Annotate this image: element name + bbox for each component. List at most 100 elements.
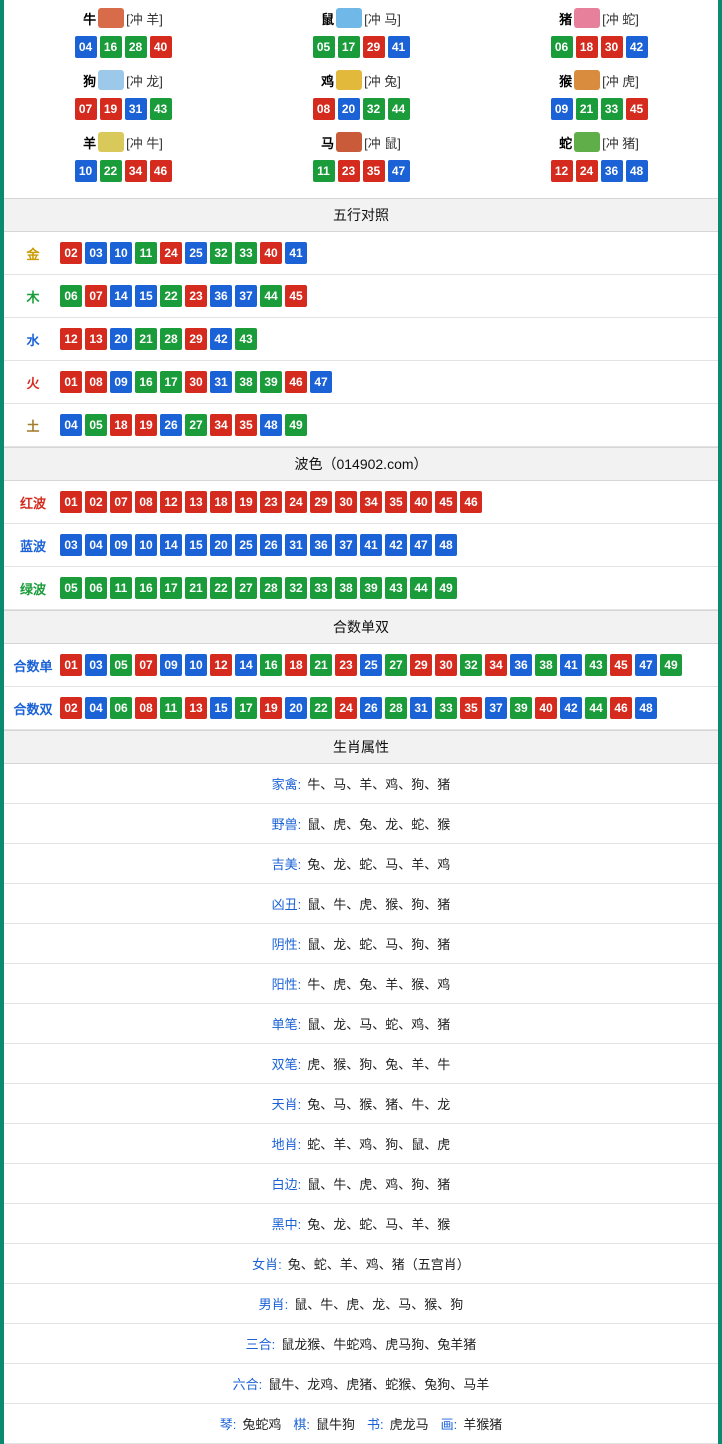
number-ball: 19 — [260, 697, 282, 719]
attribute-row: 六合:鼠牛、龙鸡、虎猪、蛇猴、兔狗、马羊 — [4, 1364, 718, 1404]
number-ball: 33 — [601, 98, 623, 120]
zodiac-cell: 羊[冲 牛] 10223446 — [4, 128, 242, 190]
zodiac-icon — [574, 132, 600, 152]
number-ball: 42 — [560, 697, 582, 719]
number-ball: 05 — [110, 654, 132, 676]
number-ball: 47 — [410, 534, 432, 556]
row-label: 蓝波 — [12, 536, 60, 555]
number-ball: 28 — [160, 328, 182, 350]
number-ball: 43 — [585, 654, 607, 676]
row-label: 红波 — [12, 493, 60, 512]
number-ball: 17 — [338, 36, 360, 58]
number-ball: 03 — [60, 534, 82, 556]
number-ball: 49 — [285, 414, 307, 436]
row-label: 木 — [12, 287, 60, 306]
attribute-label: 天肖: — [272, 1097, 302, 1112]
zodiac-grid: 牛[冲 羊]04162840鼠[冲 马]05172941猪[冲 蛇]061830… — [4, 0, 718, 198]
attribute-label: 地肖: — [272, 1137, 302, 1152]
number-ball: 24 — [160, 242, 182, 264]
number-ball: 27 — [235, 577, 257, 599]
number-ball: 47 — [635, 654, 657, 676]
number-ball: 38 — [535, 654, 557, 676]
section-header-heshu: 合数单双 — [4, 610, 718, 644]
number-ball: 07 — [75, 98, 97, 120]
row-label: 金 — [12, 244, 60, 263]
attribute-row: 黑中:兔、龙、蛇、马、羊、猴 — [4, 1204, 718, 1244]
attribute-value: 鼠、龙、蛇、马、狗、猪 — [307, 937, 450, 952]
number-ball: 15 — [135, 285, 157, 307]
attribute-value: 鼠、牛、虎、龙、马、猴、狗 — [294, 1297, 463, 1312]
table-row: 合数单0103050709101214161821232527293032343… — [4, 644, 718, 687]
attribute-value: 虎、猴、狗、兔、羊、牛 — [307, 1057, 450, 1072]
number-ball: 09 — [160, 654, 182, 676]
number-ball: 13 — [185, 697, 207, 719]
zodiac-name: 鼠 — [321, 9, 334, 28]
number-ball: 32 — [460, 654, 482, 676]
number-ball: 01 — [60, 371, 82, 393]
attribute-value: 鼠牛、龙鸡、虎猪、蛇猴、兔狗、马羊 — [268, 1377, 489, 1392]
zodiac-cell: 猴[冲 虎]09213345 — [480, 66, 718, 128]
number-ball: 20 — [110, 328, 132, 350]
number-ball: 28 — [385, 697, 407, 719]
attribute-row: 阴性:鼠、龙、蛇、马、狗、猪 — [4, 924, 718, 964]
attribute-row: 地肖:蛇、羊、鸡、狗、鼠、虎 — [4, 1124, 718, 1164]
section-header-bose: 波色（014902.com） — [4, 447, 718, 481]
number-ball: 26 — [160, 414, 182, 436]
table-row: 土04051819262734354849 — [4, 404, 718, 447]
number-ball: 39 — [510, 697, 532, 719]
zodiac-header: 羊[冲 牛] — [83, 132, 163, 152]
number-ball: 30 — [435, 654, 457, 676]
attribute-row: 家禽:牛、马、羊、鸡、狗、猪 — [4, 764, 718, 804]
number-ball: 20 — [210, 534, 232, 556]
number-ball: 09 — [110, 371, 132, 393]
row-label: 绿波 — [12, 579, 60, 598]
number-ball: 36 — [210, 285, 232, 307]
row-label: 土 — [12, 416, 60, 435]
number-ball: 36 — [510, 654, 532, 676]
attribute-label: 单笔: — [272, 1017, 302, 1032]
number-ball: 15 — [185, 534, 207, 556]
number-ball: 40 — [410, 491, 432, 513]
attribute-label: 野兽: — [272, 817, 302, 832]
number-ball: 40 — [535, 697, 557, 719]
number-ball: 45 — [435, 491, 457, 513]
number-ball: 11 — [135, 242, 157, 264]
attribute-label: 棋: — [293, 1417, 310, 1432]
number-ball: 04 — [85, 697, 107, 719]
number-ball: 10 — [135, 534, 157, 556]
attribute-label: 黑中: — [272, 1217, 302, 1232]
zodiac-header: 马[冲 鼠] — [321, 132, 401, 152]
attribute-row: 女肖:兔、蛇、羊、鸡、猪（五宫肖） — [4, 1244, 718, 1284]
number-ball: 34 — [360, 491, 382, 513]
number-ball: 41 — [560, 654, 582, 676]
attribute-value: 鼠、龙、马、蛇、鸡、猪 — [307, 1017, 450, 1032]
number-ball: 21 — [310, 654, 332, 676]
number-ball: 38 — [335, 577, 357, 599]
attribute-row: 阳性:牛、虎、兔、羊、猴、鸡 — [4, 964, 718, 1004]
number-ball: 46 — [285, 371, 307, 393]
number-ball: 28 — [125, 36, 147, 58]
number-ball: 16 — [100, 36, 122, 58]
zodiac-header: 蛇[冲 猪] — [559, 132, 639, 152]
number-ball: 19 — [235, 491, 257, 513]
number-ball: 37 — [485, 697, 507, 719]
zodiac-header: 狗[冲 龙] — [83, 70, 163, 90]
ball-row: 0204060811131517192022242628313335373940… — [60, 697, 657, 719]
ball-row: 0102070812131819232429303435404546 — [60, 491, 482, 513]
number-ball: 34 — [210, 414, 232, 436]
number-ball: 48 — [635, 697, 657, 719]
number-ball: 17 — [160, 577, 182, 599]
number-ball: 10 — [75, 160, 97, 182]
ball-row: 08203244 — [313, 98, 410, 120]
ball-row: 0103050709101214161821232527293032343638… — [60, 654, 682, 676]
number-ball: 05 — [85, 414, 107, 436]
section-header-shuxing: 生肖属性 — [4, 730, 718, 764]
table-row: 火0108091617303138394647 — [4, 361, 718, 404]
number-ball: 36 — [310, 534, 332, 556]
number-ball: 42 — [385, 534, 407, 556]
ball-row: 10223446 — [75, 160, 172, 182]
table-row: 红波0102070812131819232429303435404546 — [4, 481, 718, 524]
attribute-label: 吉美: — [272, 857, 302, 872]
number-ball: 22 — [160, 285, 182, 307]
zodiac-icon — [574, 8, 600, 28]
